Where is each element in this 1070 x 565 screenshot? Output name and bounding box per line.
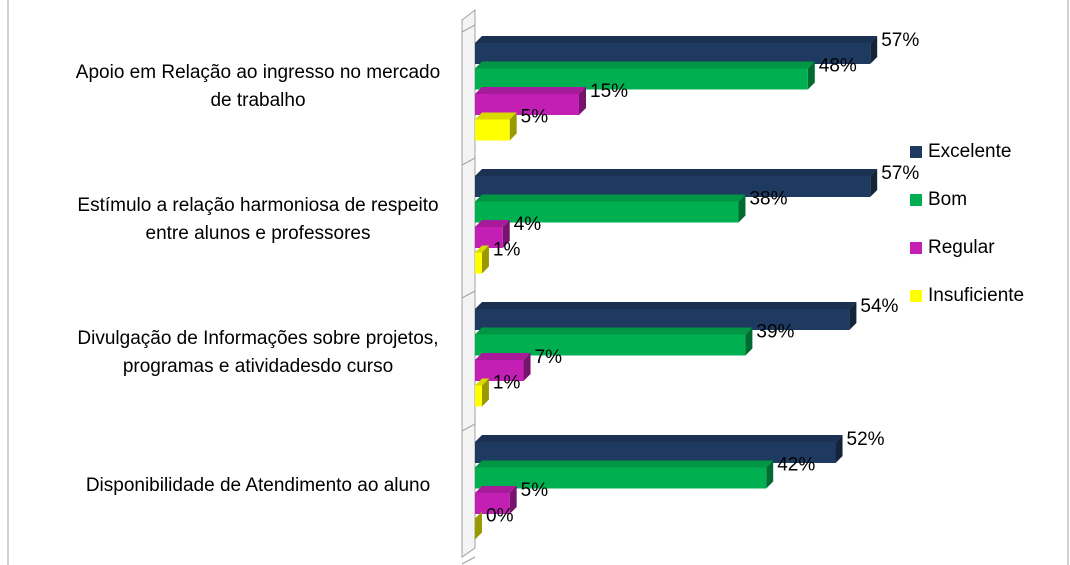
bar xyxy=(475,112,517,141)
axis-wall xyxy=(461,8,476,558)
legend-swatch xyxy=(910,194,922,206)
bar xyxy=(475,220,510,248)
legend-swatch xyxy=(910,146,922,158)
bar xyxy=(475,486,517,514)
bar xyxy=(475,194,746,223)
value-label: 54% xyxy=(860,296,898,317)
value-label: 38% xyxy=(749,189,787,210)
frame xyxy=(7,0,1069,565)
legend-label: Insuficiente xyxy=(928,285,1024,306)
bar xyxy=(475,245,489,274)
value-label: 7% xyxy=(535,347,563,368)
value-label: 4% xyxy=(514,214,542,235)
legend-swatch xyxy=(910,290,922,302)
category-label: Estímulo a relação harmoniosa de respeit… xyxy=(77,195,439,244)
legend-label: Excelente xyxy=(928,141,1011,162)
axis-tick xyxy=(461,157,476,166)
legend-label: Regular xyxy=(928,237,995,258)
bar xyxy=(475,36,878,64)
bar xyxy=(475,302,857,330)
value-label: 15% xyxy=(590,81,628,102)
axis-tick xyxy=(461,556,476,565)
legend-swatch xyxy=(910,242,922,254)
value-label: 52% xyxy=(847,429,885,450)
bar xyxy=(475,169,878,197)
axis-tick xyxy=(461,423,476,432)
bar xyxy=(475,511,482,540)
legend-label: Bom xyxy=(928,189,967,210)
category-label: Divulgação de Informações sobre projetos… xyxy=(77,328,439,377)
category-label: Disponibilidade de Atendimento ao aluno xyxy=(85,475,431,496)
value-label: 57% xyxy=(881,30,919,51)
value-label: 5% xyxy=(521,480,549,501)
value-label: 0% xyxy=(486,506,514,527)
axis-tick xyxy=(461,24,476,33)
bar xyxy=(475,61,815,90)
value-label: 1% xyxy=(493,373,521,394)
bar xyxy=(475,460,774,489)
value-label: 48% xyxy=(819,56,857,77)
value-label: 1% xyxy=(493,240,521,261)
bar xyxy=(475,87,586,115)
axis-tick xyxy=(461,290,476,299)
value-label: 57% xyxy=(881,163,919,184)
bar xyxy=(475,435,843,463)
value-label: 42% xyxy=(777,455,815,476)
bar xyxy=(475,378,489,407)
value-label: 5% xyxy=(521,107,549,128)
bar xyxy=(475,327,753,356)
value-label: 39% xyxy=(756,322,794,343)
bar xyxy=(475,353,531,381)
category-label: Apoio em Relação ao ingresso no mercado … xyxy=(75,62,441,111)
